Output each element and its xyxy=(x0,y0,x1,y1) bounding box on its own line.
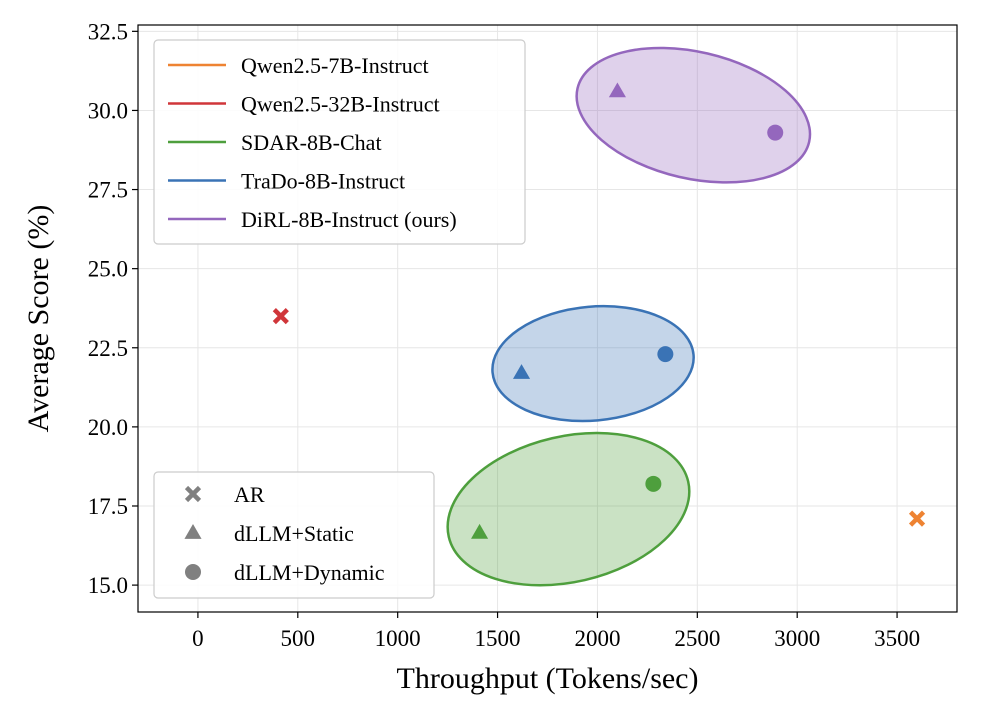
x-tick-label: 1500 xyxy=(475,626,521,651)
x-tick-label: 1000 xyxy=(375,626,421,651)
legend-model-label: Qwen2.5-7B-Instruct xyxy=(241,53,429,78)
legend-method-marker xyxy=(185,564,201,580)
legend-model-label: DiRL-8B-Instruct (ours) xyxy=(241,207,457,232)
x-mark-stroke xyxy=(908,510,926,527)
y-tick-label: 32.5 xyxy=(88,19,128,44)
data-point xyxy=(471,523,489,539)
data-point xyxy=(908,510,926,527)
cluster-ellipses xyxy=(446,46,812,587)
legend-methods-box xyxy=(153,471,435,599)
x-tick-label: 0 xyxy=(192,626,204,651)
data-point xyxy=(272,308,289,325)
y-tick-label: 20.0 xyxy=(88,415,128,440)
legend-model-label: SDAR-8B-Chat xyxy=(241,130,382,155)
x-mark-stroke xyxy=(184,485,202,503)
legend-method-label: dLLM+Static xyxy=(234,521,354,546)
x-tick-label: 2000 xyxy=(574,626,620,651)
legend-method-marker xyxy=(184,524,202,539)
y-tick-label: 15.0 xyxy=(88,573,128,598)
data-point xyxy=(767,124,784,141)
legend-method-marker xyxy=(184,485,202,503)
x-tick-label: 2500 xyxy=(674,626,720,651)
x-axis-ticks: 0 500 1000 1500 2000 2500 3000 3500 xyxy=(192,612,920,651)
legend-method-label: dLLM+Dynamic xyxy=(234,560,385,585)
y-axis-label: Average Score (%) xyxy=(22,205,55,433)
y-tick-label: 22.5 xyxy=(88,336,128,361)
y-tick-label: 25.0 xyxy=(88,257,128,282)
y-tick-label: 17.5 xyxy=(88,494,128,519)
data-point xyxy=(608,82,626,98)
x-tick-label: 500 xyxy=(281,626,316,651)
cluster-ellipse xyxy=(491,304,695,423)
cluster-ellipse xyxy=(446,431,691,587)
data-point xyxy=(512,364,531,379)
x-tick-label: 3000 xyxy=(774,626,820,651)
x-axis-label: Throughput (Tokens/sec) xyxy=(397,662,699,695)
x-mark-stroke xyxy=(272,308,289,325)
cluster-ellipse xyxy=(575,46,812,184)
x-tick-label: 3500 xyxy=(874,626,920,651)
data-point xyxy=(645,475,662,492)
y-tick-label: 27.5 xyxy=(88,178,128,203)
y-tick-label: 30.0 xyxy=(88,98,128,123)
legend-models: Qwen2.5-7B-Instruct Qwen2.5-32B-Instruct S… xyxy=(153,39,526,245)
data-points xyxy=(272,82,926,539)
legend-model-label: Qwen2.5-32B-Instruct xyxy=(241,92,440,117)
legend-method-label: AR xyxy=(234,482,265,507)
plot-frame xyxy=(137,24,958,613)
legend-methods: AR dLLM+Static dLLM+Dynamic xyxy=(153,471,435,599)
data-point xyxy=(657,346,674,363)
legend-models-box xyxy=(153,39,526,245)
y-axis-ticks: 15.0 17.5 20.0 22.5 25.0 27.5 30.0 32.5 xyxy=(88,19,138,598)
legend-model-label: TraDo-8B-Instruct xyxy=(241,169,405,194)
